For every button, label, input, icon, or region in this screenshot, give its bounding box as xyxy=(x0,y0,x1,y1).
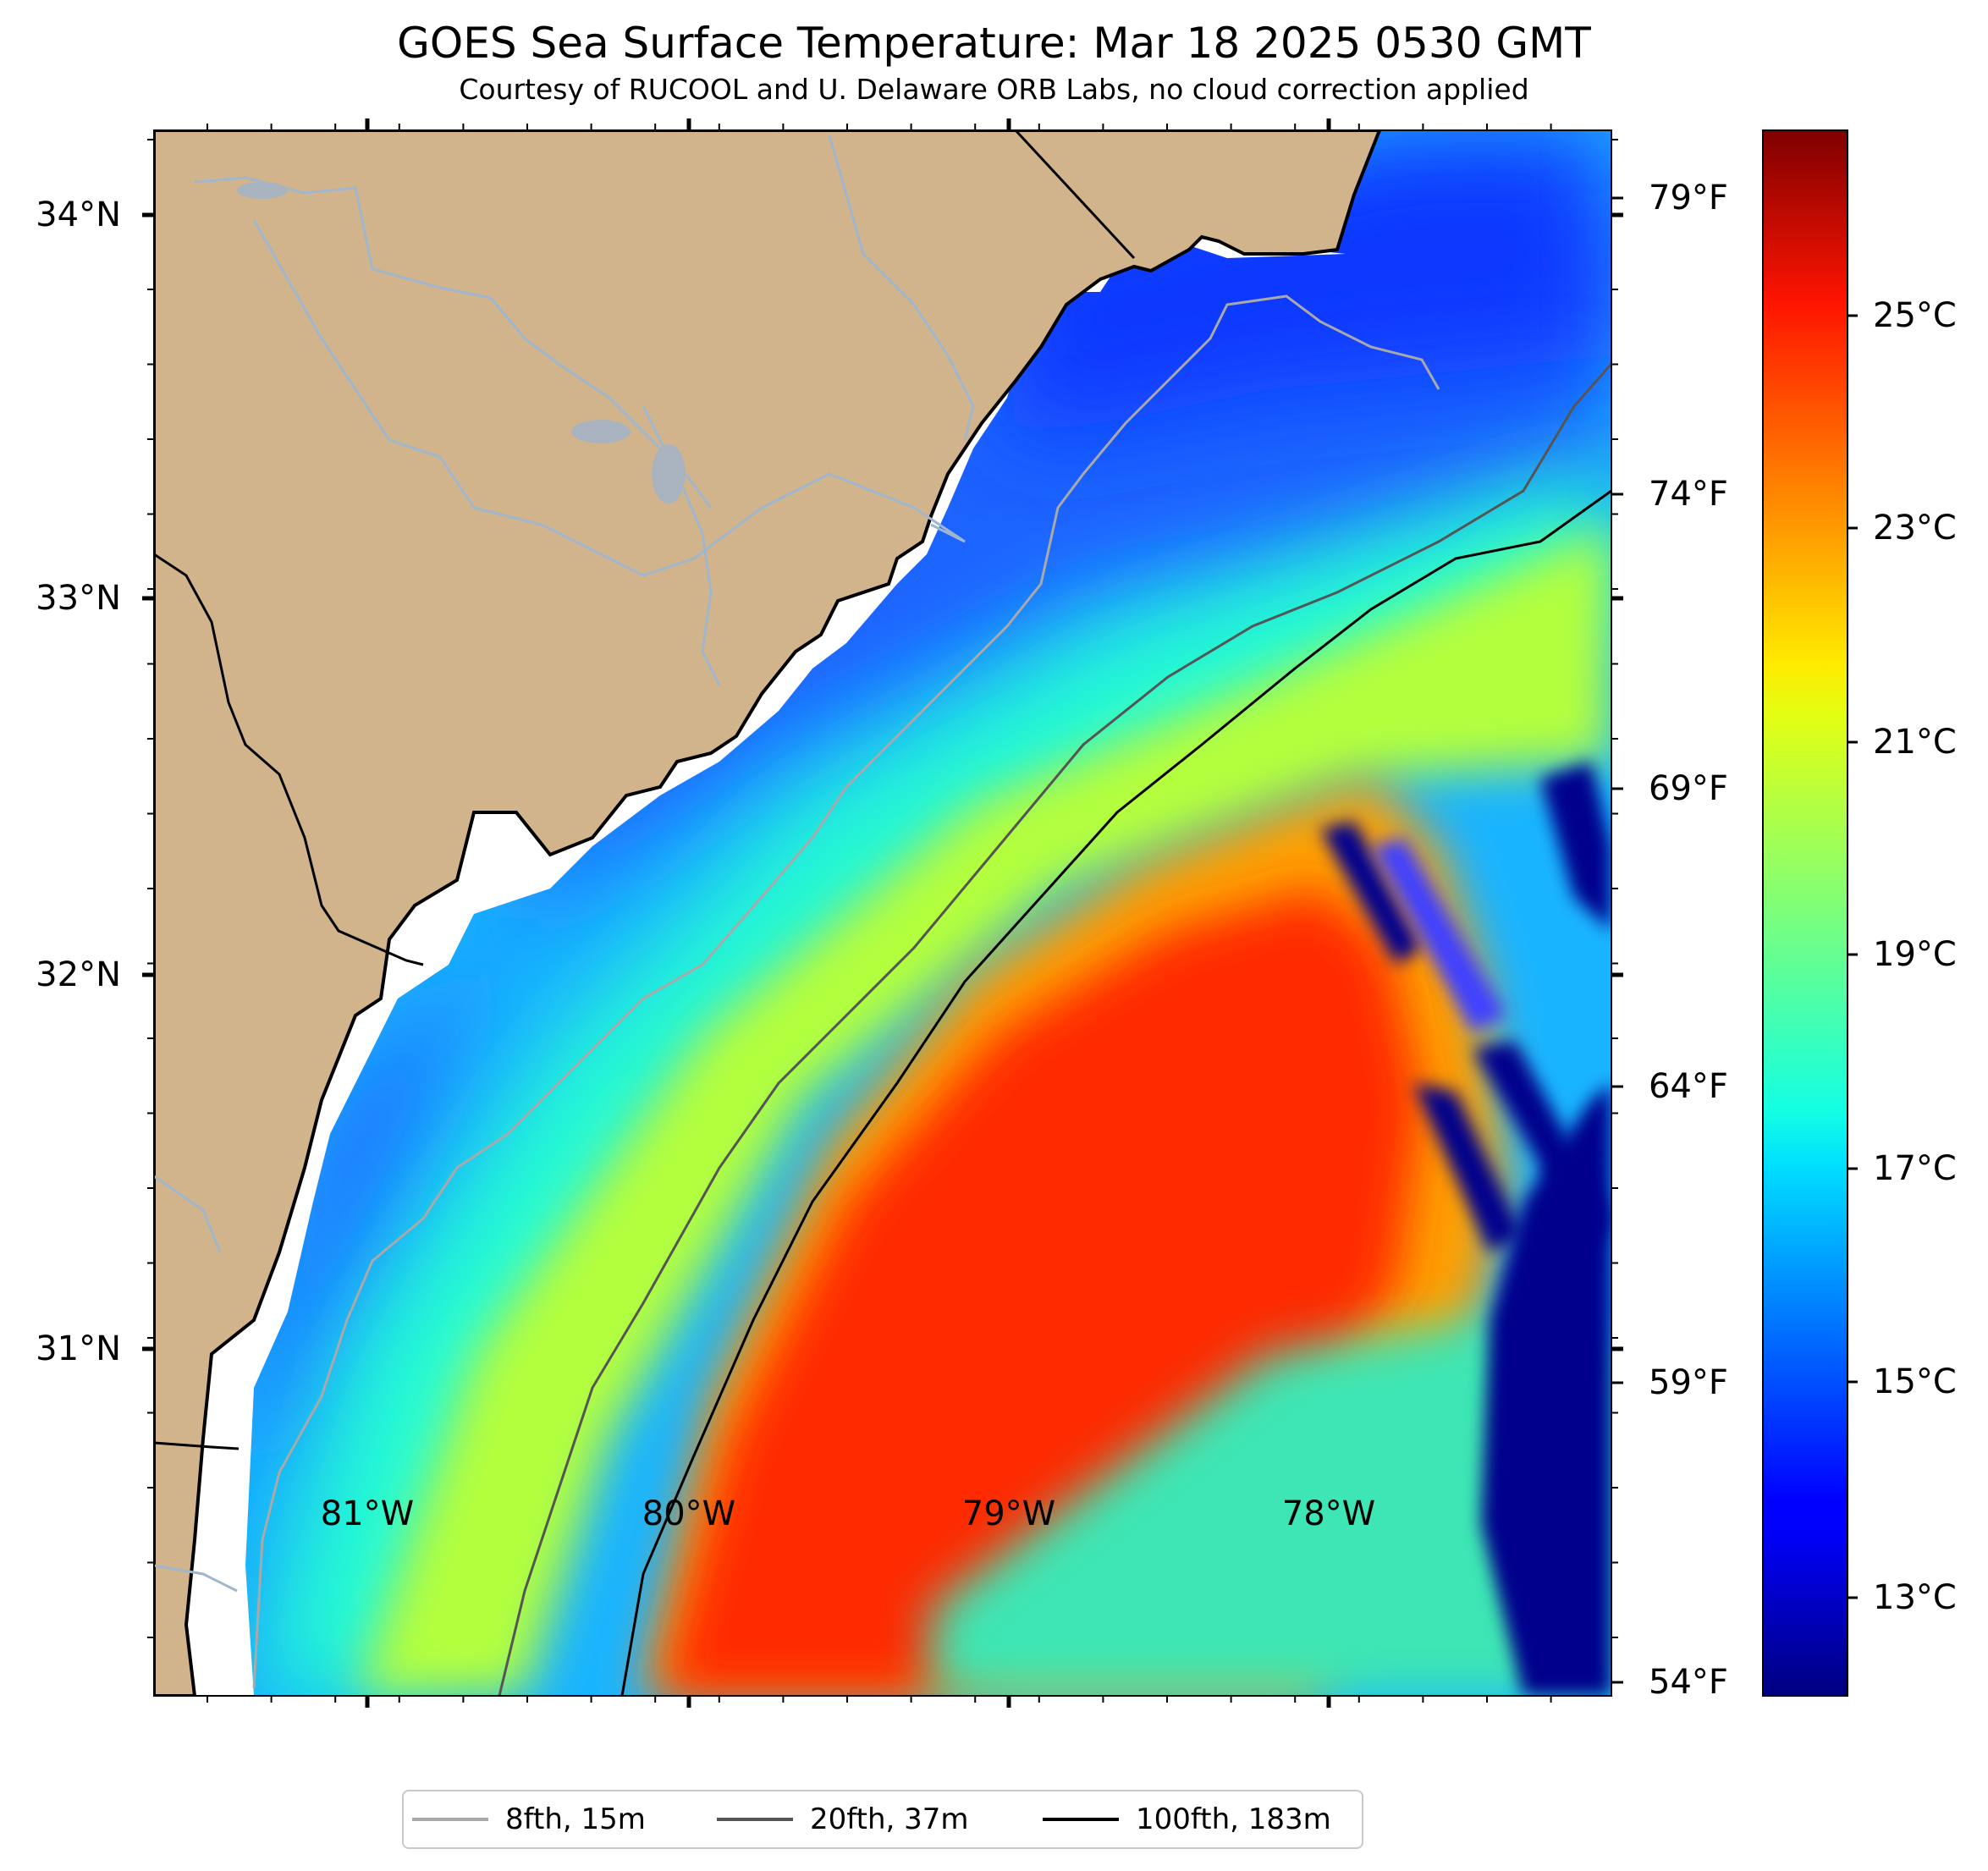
cbar-label-21c: 21°C xyxy=(1873,723,1957,762)
f-label-79: 79°F xyxy=(1649,179,1728,217)
cbar-label-25c: 25°C xyxy=(1873,296,1957,335)
legend-item-8fth: 8fth, 15m xyxy=(412,1791,646,1847)
rivers xyxy=(154,135,975,1593)
lat-label-32n: 32°N xyxy=(36,955,121,994)
lon-label-79w: 79°W xyxy=(961,1494,1056,1533)
legend-swatch-100fth xyxy=(1043,1818,1119,1821)
f-label-59: 59°F xyxy=(1649,1363,1728,1402)
cbar-label-15c: 15°C xyxy=(1873,1362,1957,1401)
f-label-64: 64°F xyxy=(1649,1067,1728,1106)
lat-label-31n: 31°N xyxy=(36,1329,121,1368)
state-borders xyxy=(154,130,1136,1450)
page-subtitle: Courtesy of RUCOOL and U. Delaware ORB L… xyxy=(459,73,1529,106)
legend-item-100fth: 100fth, 183m xyxy=(1043,1791,1331,1847)
f-label-69: 69°F xyxy=(1649,769,1728,808)
page-title: GOES Sea Surface Temperature: Mar 18 202… xyxy=(397,19,1591,68)
lon-label-80w: 80°W xyxy=(642,1494,736,1533)
lat-label-34n: 34°N xyxy=(36,195,121,234)
lat-label-33n: 33°N xyxy=(36,579,121,618)
land-mass xyxy=(154,130,1382,1696)
legend-label-8fth: 8fth, 15m xyxy=(505,1802,646,1836)
f-label-54: 54°F xyxy=(1649,1663,1728,1702)
isobath-20fth xyxy=(498,363,1611,1696)
isobath-8fth xyxy=(252,294,1440,1689)
isobath-legend: 8fth, 15m 20fth, 37m 100fth, 183m xyxy=(402,1790,1363,1849)
lakes xyxy=(237,182,686,504)
cbar-label-17c: 17°C xyxy=(1873,1149,1957,1188)
cbar-label-13c: 13°C xyxy=(1873,1578,1957,1617)
sst-map xyxy=(154,130,1611,1696)
isobath-100fth xyxy=(620,489,1611,1696)
cbar-label-23c: 23°C xyxy=(1873,509,1957,548)
legend-label-100fth: 100fth, 183m xyxy=(1136,1802,1331,1836)
legend-swatch-8fth xyxy=(412,1818,488,1821)
lon-label-78w: 78°W xyxy=(1281,1494,1376,1533)
cbar-label-19c: 19°C xyxy=(1873,935,1957,974)
legend-label-20fth: 20fth, 37m xyxy=(810,1802,969,1836)
legend-swatch-20fth xyxy=(717,1818,793,1821)
colorbar xyxy=(1762,129,1848,1697)
axis-ticks xyxy=(142,118,1858,1708)
map-frame xyxy=(153,129,1612,1697)
legend-item-20fth: 20fth, 37m xyxy=(717,1791,969,1847)
f-label-74: 74°F xyxy=(1649,475,1728,514)
lon-label-81w: 81°W xyxy=(320,1494,415,1533)
